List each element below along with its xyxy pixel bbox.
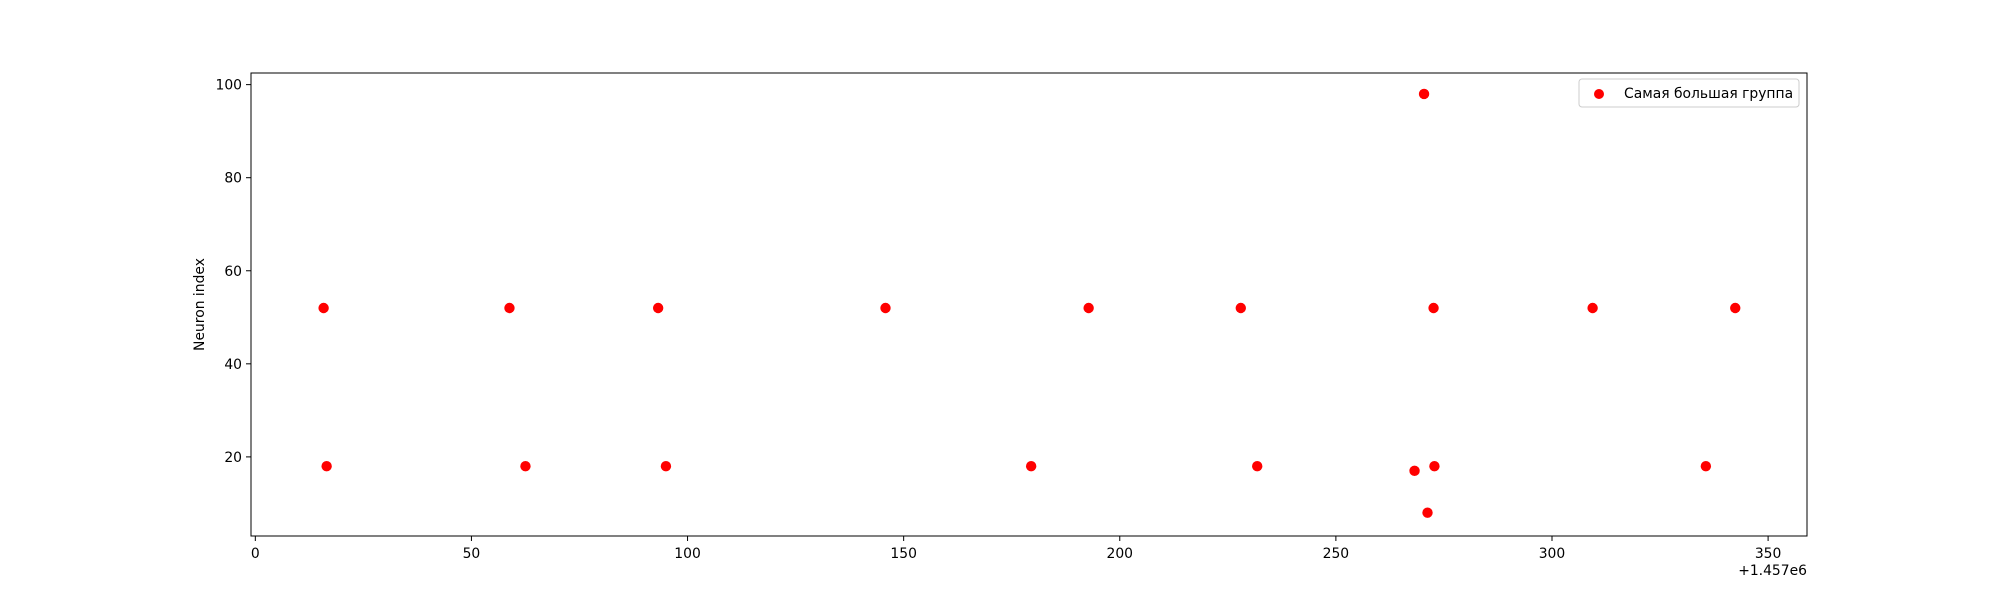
data-point [1429,461,1440,472]
data-point [1428,302,1439,314]
data-point [504,302,515,314]
x-tick-label: 300 [1539,546,1566,562]
data-point [318,302,329,314]
data-points [318,88,1741,518]
y-tick-label: 20 [224,450,242,466]
y-tick-label: 100 [215,78,242,94]
legend-box [1578,78,1800,108]
data-point [1730,302,1741,314]
legend-entry-label: Самая большая группа [1624,86,1793,102]
y-axis-label: Neuron index [192,258,208,351]
data-point [652,302,664,314]
x-axis-ticks: 0 50 100 150 200 250 300 350 [251,536,1781,562]
data-point [520,461,531,472]
x-axis-offset-label: +1.457e6 [1738,563,1807,579]
x-tick-label: 150 [890,546,917,562]
data-point [1025,461,1037,472]
y-tick-label: 40 [224,357,242,373]
data-point [1418,88,1430,100]
legend-marker [1594,89,1604,99]
data-point [1587,302,1598,314]
data-point [1083,302,1094,314]
data-point [1700,461,1712,472]
x-tick-label: 200 [1107,546,1134,562]
x-tick-label: 50 [463,546,481,562]
y-tick-label: 80 [224,171,242,187]
data-point [660,461,672,472]
data-point [1252,461,1263,472]
x-tick-label: 0 [251,546,260,562]
y-tick-label: 60 [224,264,242,280]
data-point [880,302,891,314]
x-tick-label: 250 [1323,546,1350,562]
plot-frame [250,72,1808,537]
data-point [321,461,332,472]
data-point [1409,465,1420,477]
data-point [1235,302,1246,314]
x-tick-label: 350 [1755,546,1782,562]
data-point [1422,507,1433,518]
x-tick-label: 100 [674,546,701,562]
legend: Самая большая группа [1578,78,1800,108]
y-axis-ticks: 20 40 60 80 100 [215,78,251,466]
